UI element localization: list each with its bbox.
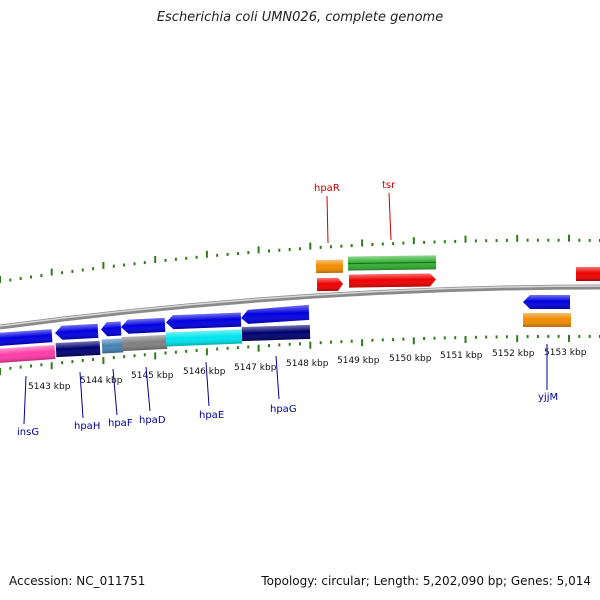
kbp-label-5149: 5149 kbp xyxy=(337,356,380,366)
genome-backbone xyxy=(0,284,600,330)
hpaG-label-line xyxy=(275,355,280,400)
accession-text: Accession: NC_011751 xyxy=(9,574,146,588)
insG-label-line xyxy=(23,375,27,425)
kbp-label-5146: 5146 kbp xyxy=(183,367,226,377)
kbp-label-5151: 5151 kbp xyxy=(440,351,483,361)
yjjM-label[interactable]: yjjM xyxy=(538,392,558,403)
kbp-label-5153: 5153 kbp xyxy=(544,348,587,358)
hpaF-label[interactable]: hpaF xyxy=(108,418,133,429)
kbp-label-5148: 5148 kbp xyxy=(286,359,329,369)
tsr-label[interactable]: tsr xyxy=(382,180,396,191)
hpaE-label[interactable]: hpaE xyxy=(199,410,224,421)
insG-label[interactable]: insG xyxy=(17,427,39,438)
reverse-gene-labels: insG hpaH hpaF hpaD hpaE hpaG yjjM xyxy=(17,344,558,438)
upper-tick-track xyxy=(0,234,600,283)
genome-backbone-highlight xyxy=(0,285,600,327)
reverse-gene-arrows xyxy=(0,295,570,347)
tsr-label-line xyxy=(388,192,392,241)
hpaD-label[interactable]: hpaD xyxy=(139,415,166,426)
kbp-label-5145: 5145 kbp xyxy=(131,371,174,381)
kbp-label-5144: 5144 kbp xyxy=(80,376,123,386)
kbp-label-5147: 5147 kbp xyxy=(234,363,277,373)
forward-features xyxy=(315,255,600,292)
forward-gene-labels: hpaR tsr xyxy=(314,180,396,244)
map-title: Escherichia coli UMN026, complete genome xyxy=(156,10,444,25)
hpaD-label-line xyxy=(145,366,151,412)
hpaR-label-line xyxy=(326,195,329,244)
lower-tick-track xyxy=(0,334,600,375)
hpaR-label[interactable]: hpaR xyxy=(314,183,340,194)
hpaG-label[interactable]: hpaG xyxy=(270,404,297,415)
genome-summary-text: Topology: circular; Length: 5,202,090 bp… xyxy=(261,574,591,588)
hpaH-label[interactable]: hpaH xyxy=(74,421,100,432)
kbp-label-5143: 5143 kbp xyxy=(28,382,71,392)
hpaE-label-line xyxy=(205,361,210,407)
hpaF-label-line xyxy=(112,368,118,416)
reverse-features xyxy=(0,313,571,364)
kbp-label-5150: 5150 kbp xyxy=(389,354,432,364)
kbp-scale-labels: 5143 kbp 5144 kbp 5145 kbp 5146 kbp 5147… xyxy=(28,348,587,392)
hpaH-label-line xyxy=(79,371,84,419)
kbp-label-5152: 5152 kbp xyxy=(492,349,535,359)
